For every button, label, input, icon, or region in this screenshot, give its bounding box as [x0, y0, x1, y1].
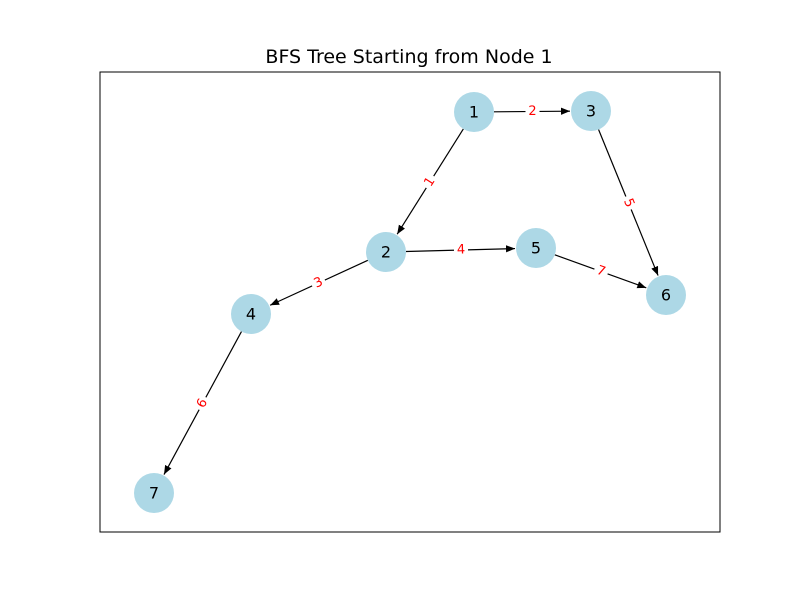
node-5: [516, 228, 556, 268]
edge-label-group-1-2: 1: [419, 171, 441, 193]
edge-label-group-5-6: 7: [591, 261, 611, 282]
plot-frame: [99, 71, 721, 533]
node-6: [646, 275, 686, 315]
node-3: [571, 91, 611, 131]
edge-label-background: [618, 193, 639, 213]
edge-label-group-2-5: 4: [453, 241, 469, 259]
edge-label-background: [453, 241, 469, 259]
edge-label-group-2-4: 3: [308, 272, 329, 294]
node-7: [134, 473, 174, 513]
edge-label-group-3-6: 5: [618, 193, 639, 213]
node-2: [366, 232, 406, 272]
diagram-title: BFS Tree Starting from Node 1: [265, 46, 552, 68]
node-label-5: 5: [531, 239, 541, 258]
edge-label-background: [192, 393, 213, 414]
edge-label-group-4-7: 6: [192, 393, 213, 414]
nodes-layer: 1 2 3 4 5 6 7: [134, 91, 686, 513]
edge-label-background: [308, 272, 329, 294]
edge-label-background: [591, 261, 611, 282]
node-label-7: 7: [149, 484, 159, 503]
node-1: [454, 92, 494, 132]
node-label-3: 3: [586, 102, 596, 121]
edge-label-background: [419, 171, 441, 193]
node-label-4: 4: [246, 305, 256, 324]
edge-label-1-3: 2: [528, 104, 536, 119]
node-4: [231, 294, 271, 334]
edge-label-group-1-3: 2: [525, 103, 540, 120]
node-label-2: 2: [381, 243, 391, 262]
node-label-1: 1: [469, 103, 479, 122]
edge-label-2-5: 4: [457, 242, 466, 257]
node-label-6: 6: [661, 286, 671, 305]
edge-label-background: [525, 103, 540, 120]
edges-layer: 2 1 5 4 3 7 6: [163, 103, 659, 475]
